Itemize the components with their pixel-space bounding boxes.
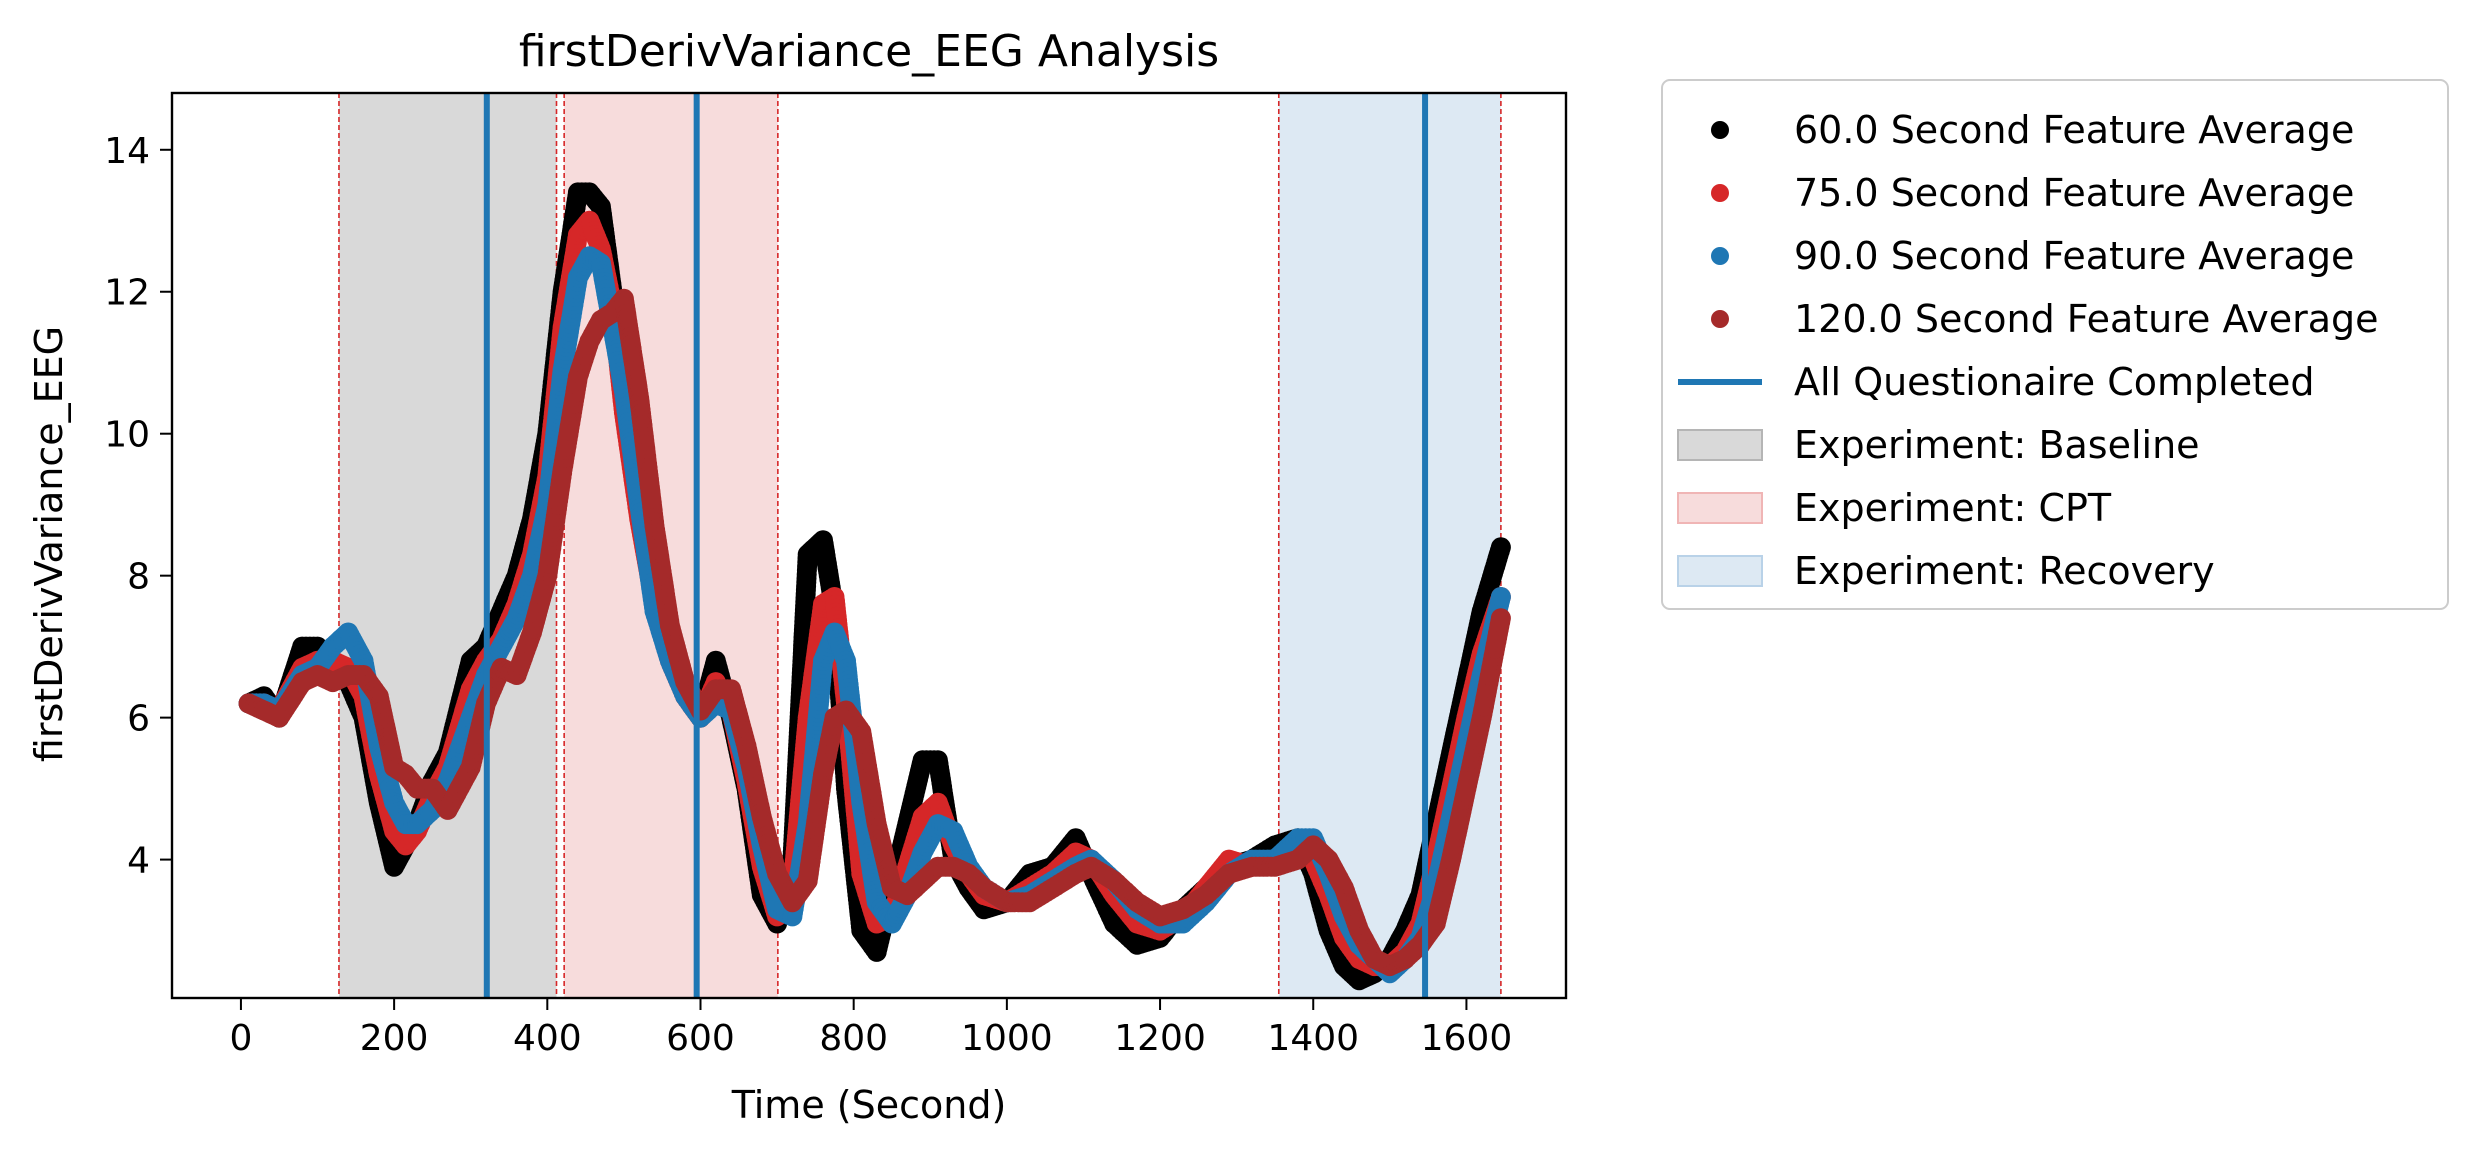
y-tick-label: 10 [104,415,150,456]
x-tick-label: 1000 [961,1018,1053,1059]
legend-label: 75.0 Second Feature Average [1794,171,2354,215]
y-tick-label: 4 [127,841,150,882]
y-tick-label: 8 [127,557,150,598]
data-point [1490,608,1511,629]
legend-label: 120.0 Second Feature Average [1794,297,2379,341]
legend-label: 90.0 Second Feature Average [1794,234,2354,278]
legend-label: Experiment: Baseline [1794,423,2200,467]
data-point [1490,586,1511,607]
x-tick-label: 200 [360,1018,429,1059]
y-axis-label: firstDerivVariance_EEG [27,326,71,762]
data-point [1490,537,1511,558]
legend-label: 60.0 Second Feature Average [1794,108,2354,152]
legend-label: All Questionaire Completed [1794,360,2315,404]
x-tick-label: 1200 [1114,1018,1206,1059]
axes-frame [170,91,1568,1000]
y-tick-label: 14 [104,131,150,172]
x-tick-label: 1600 [1421,1018,1513,1059]
x-tick-label: 400 [513,1018,582,1059]
legend-marker [1711,310,1729,328]
x-tick-label: 600 [666,1018,735,1059]
x-axis-label: Time (Second) [731,1083,1007,1127]
legend: 60.0 Second Feature Average 75.0 Second F… [1661,79,2449,610]
legend-patch-swatch [1677,429,1763,461]
plot-area: 0 200 400 600 800 1000 1200 1400 1600 4 6 8 10 12 14 [104,91,1568,1059]
legend-patch-swatch [1677,555,1763,587]
legend-label: Experiment: Recovery [1794,549,2215,593]
chart-title: firstDerivVariance_EEG Analysis [519,26,1219,77]
series-group [238,182,1511,991]
legend-patch-swatch [1677,492,1763,524]
legend-marker [1711,184,1729,202]
x-tick-label: 0 [229,1018,252,1059]
x-tick-label: 800 [819,1018,888,1059]
series-120-0-second-feature-average [238,288,1511,977]
x-tick-label: 1400 [1267,1018,1359,1059]
y-tick-label: 6 [127,699,150,740]
legend-frame [1661,79,2449,610]
y-tick-label: 12 [104,273,150,314]
legend-marker [1711,247,1729,265]
legend-label: Experiment: CPT [1794,486,2112,530]
legend-marker [1711,121,1729,139]
